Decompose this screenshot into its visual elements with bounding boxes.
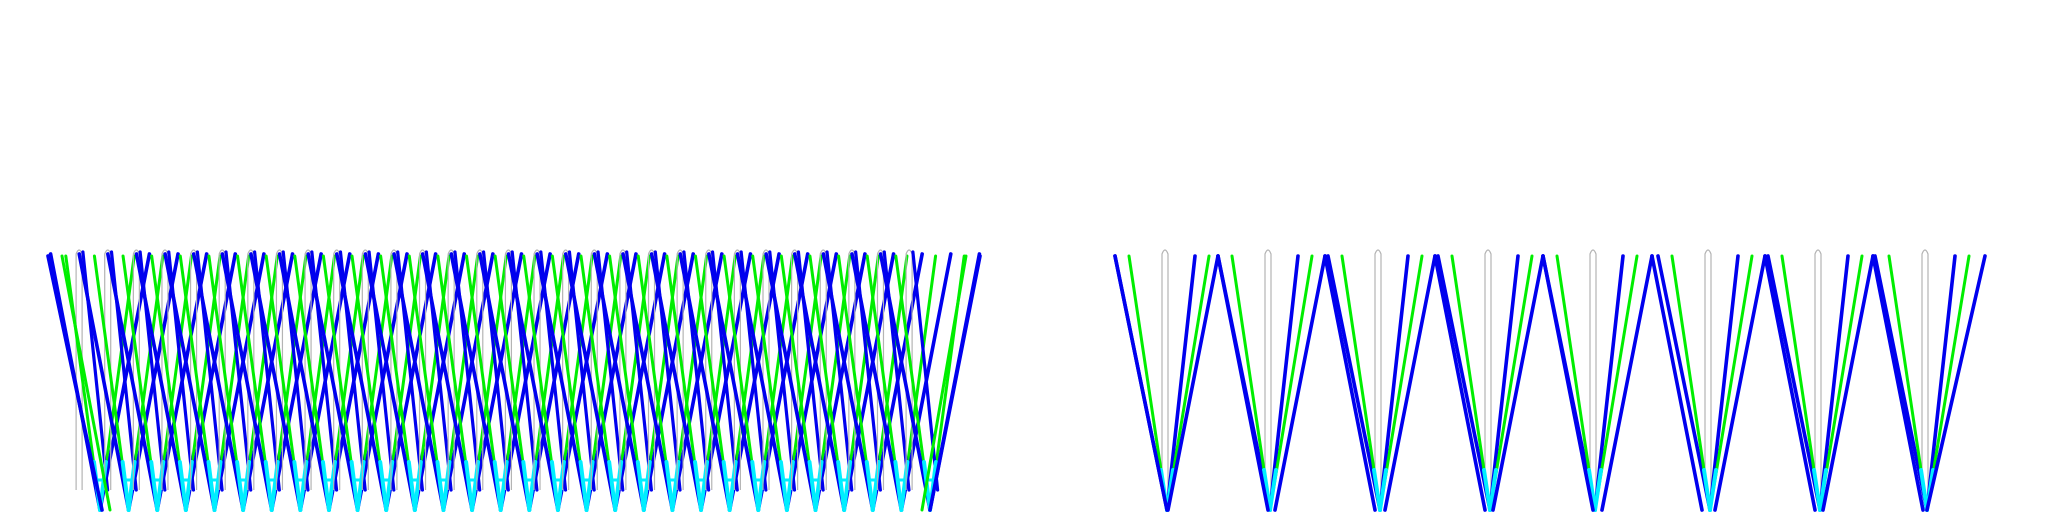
blue-stroke (592, 252, 646, 512)
blue-stroke (1268, 254, 1300, 512)
blue-peak-stroke (1650, 254, 1704, 512)
blue-peak-stroke (1273, 254, 1327, 512)
green-stroke (1708, 254, 1754, 512)
blue-peak-stroke (1491, 254, 1545, 512)
green-stroke (1670, 254, 1712, 512)
green-stroke (1887, 254, 1929, 512)
blue-stroke (1326, 254, 1382, 512)
green-stroke (1450, 254, 1492, 512)
blue-stroke (191, 252, 245, 512)
grey-arch (1704, 249, 1712, 490)
blue-peak-stroke (1383, 254, 1437, 512)
blue-stroke (306, 252, 360, 512)
green-stroke (1593, 254, 1639, 512)
blue-peak-stroke (1166, 254, 1220, 512)
blue-edge-stroke (928, 254, 982, 512)
green-stroke (1268, 254, 1314, 512)
blue-stroke (277, 252, 331, 512)
green-stroke (1165, 254, 1211, 512)
blue-stroke (1593, 254, 1625, 512)
blue-edge-stroke (1113, 254, 1169, 512)
blue-stroke (621, 252, 675, 512)
blue-stroke (707, 252, 761, 512)
green-edge-stroke (60, 254, 112, 512)
cyan-stroke (1378, 468, 1388, 512)
blue-stroke (764, 252, 818, 512)
blue-peak-stroke (1871, 254, 1925, 512)
blue-edge-stroke (46, 254, 104, 512)
grey-arch (1161, 249, 1169, 490)
green-stroke (1555, 254, 1597, 512)
blue-stroke (792, 252, 846, 512)
cyan-stroke (1818, 468, 1828, 512)
blue-stroke (1925, 254, 1957, 512)
grey-arch (1814, 249, 1822, 490)
cyan-stroke (1488, 468, 1498, 512)
green-stroke (1780, 254, 1822, 512)
blue-stroke (1766, 254, 1822, 512)
blue-stroke (478, 252, 532, 512)
blue-edge-stroke (1925, 254, 1987, 512)
grey-arch (1374, 249, 1382, 490)
blue-stroke (392, 252, 446, 512)
blue-stroke (735, 252, 789, 512)
blue-stroke (420, 252, 474, 512)
blue-stroke (1656, 254, 1712, 512)
blue-stroke (77, 252, 131, 512)
green-stroke (1818, 254, 1864, 512)
blue-stroke (1873, 254, 1929, 512)
blue-stroke (563, 252, 617, 512)
blue-stroke (1436, 254, 1492, 512)
green-stroke (1340, 254, 1382, 512)
green-stroke (1488, 254, 1534, 512)
blue-stroke (335, 252, 389, 512)
blue-stroke (163, 252, 217, 512)
blue-peak-stroke (1216, 254, 1270, 512)
blue-stroke (850, 252, 904, 512)
blue-stroke (1378, 254, 1410, 512)
blue-stroke (678, 252, 732, 512)
blue-stroke (449, 252, 503, 512)
blue-stroke (535, 252, 589, 512)
grey-arch (1484, 249, 1492, 490)
blue-peak-stroke (1541, 254, 1595, 512)
blue-stroke (106, 252, 160, 512)
dense-fan-pattern (46, 249, 982, 512)
blue-stroke (821, 252, 875, 512)
blue-stroke (1818, 254, 1850, 512)
cyan-stroke (1268, 468, 1278, 512)
blue-peak-stroke (1433, 254, 1487, 512)
grey-arch (1264, 249, 1272, 490)
blue-peak-stroke (1323, 254, 1377, 512)
green-stroke (1925, 254, 1971, 512)
blue-stroke (134, 252, 188, 512)
blue-stroke (363, 252, 417, 512)
sparse-fan-pattern (1113, 249, 1987, 512)
blue-stroke (1165, 254, 1197, 512)
green-stroke (1378, 254, 1424, 512)
grey-arch (1921, 249, 1929, 490)
blue-stroke (249, 252, 303, 512)
blue-peak-stroke (1821, 254, 1875, 512)
blue-stroke (1488, 254, 1520, 512)
blue-stroke (1708, 254, 1740, 512)
blue-stroke (649, 252, 703, 512)
cyan-stroke (1708, 468, 1718, 512)
blue-stroke (506, 252, 560, 512)
cyan-stroke (1593, 468, 1603, 512)
green-stroke (1230, 254, 1272, 512)
blue-peak-stroke (1763, 254, 1817, 512)
blue-peak-stroke (1713, 254, 1767, 512)
blue-stroke (878, 252, 932, 512)
green-stroke (1127, 254, 1169, 512)
grey-arch (1589, 249, 1597, 490)
blue-stroke (220, 252, 274, 512)
green-edge-stroke (920, 254, 968, 512)
blue-peak-stroke (1600, 254, 1654, 512)
